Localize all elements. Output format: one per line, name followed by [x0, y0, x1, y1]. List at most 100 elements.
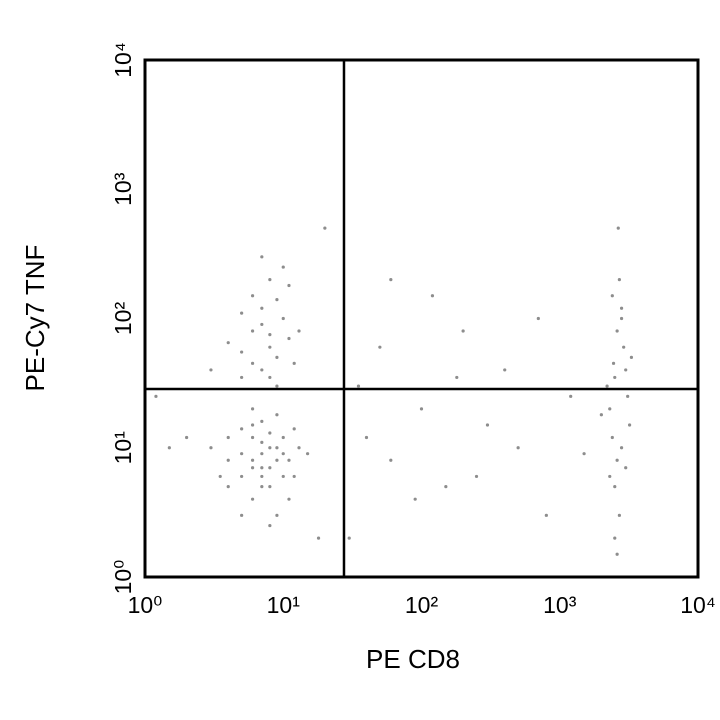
data-point [281, 474, 285, 479]
data-point [260, 452, 264, 456]
data-point [275, 446, 279, 450]
data-point [629, 355, 634, 360]
data-point [250, 458, 255, 462]
data-point [569, 394, 573, 398]
data-point [260, 440, 264, 444]
data-point [624, 466, 628, 470]
data-point [444, 485, 448, 489]
data-point [268, 431, 272, 435]
data-point [316, 536, 321, 540]
y-tick-label: 10¹ [110, 431, 136, 465]
data-point [305, 452, 310, 456]
data-point [503, 368, 507, 372]
data-point [461, 329, 465, 333]
data-point [260, 322, 264, 327]
data-point [292, 474, 296, 479]
data-point [260, 306, 264, 310]
data-point [413, 497, 417, 501]
data-point [268, 485, 272, 489]
data-point [240, 350, 244, 354]
data-point [619, 446, 624, 450]
data-point [260, 485, 264, 489]
data-point [226, 341, 230, 345]
data-point [281, 452, 285, 456]
data-point [619, 316, 624, 321]
data-point [622, 345, 626, 349]
data-point [250, 407, 255, 411]
x-tick-label: 10⁰ [128, 592, 163, 618]
x-tick-label: 10² [405, 592, 439, 618]
data-point [260, 466, 264, 470]
data-point [260, 255, 264, 259]
data-point [185, 435, 189, 440]
data-point [275, 384, 279, 388]
data-point [167, 446, 171, 450]
y-tick-label: 10³ [110, 172, 136, 206]
data-point [419, 407, 424, 411]
data-point [250, 466, 255, 470]
data-point [240, 311, 244, 315]
data-point [297, 446, 301, 450]
data-point [250, 497, 255, 501]
data-point [250, 435, 255, 440]
data-point [209, 446, 213, 450]
data-point [455, 375, 459, 380]
data-point [619, 306, 624, 310]
data-point [536, 316, 540, 321]
data-point [582, 452, 586, 456]
data-point [608, 407, 612, 411]
data-point [605, 384, 609, 388]
data-point [292, 361, 296, 365]
data-point [615, 552, 619, 556]
y-tick-label: 10⁴ [110, 42, 136, 77]
data-point [287, 336, 291, 341]
data-point [268, 375, 272, 380]
data-point [240, 375, 244, 380]
data-point [250, 361, 255, 365]
data-point [250, 329, 255, 333]
data-point [226, 485, 230, 489]
data-point [516, 446, 520, 450]
x-tick-label: 10¹ [267, 592, 301, 618]
data-point [226, 435, 230, 440]
data-point [544, 513, 548, 517]
data-point [281, 316, 285, 321]
data-point [378, 345, 382, 349]
data-point [323, 226, 327, 230]
data-point [240, 427, 244, 431]
data-point [250, 294, 255, 298]
data-point [268, 466, 272, 470]
x-axis-label: PE CD8 [366, 644, 460, 674]
data-point [260, 368, 264, 372]
data-point [240, 513, 244, 517]
data-point [430, 294, 435, 298]
y-tick-label: 10⁰ [110, 560, 136, 595]
data-point [617, 513, 621, 517]
data-point [615, 329, 619, 333]
data-point [240, 474, 244, 479]
data-point [287, 458, 291, 462]
data-point [624, 368, 628, 372]
data-point [485, 423, 490, 427]
data-point [613, 375, 617, 380]
data-point [389, 277, 393, 282]
data-point [297, 329, 301, 333]
data-point [268, 523, 272, 528]
data-point [281, 265, 285, 269]
y-tick-label: 10² [110, 302, 136, 336]
data-point [268, 446, 272, 450]
data-point [608, 474, 612, 479]
data-point [287, 283, 291, 288]
data-point [154, 394, 158, 398]
data-point [275, 355, 279, 360]
data-point [610, 294, 614, 298]
data-point [347, 536, 351, 540]
data-point [281, 435, 285, 440]
data-point [617, 277, 621, 282]
data-point [626, 394, 630, 398]
data-point [474, 474, 479, 479]
data-point [615, 458, 619, 462]
data-point [250, 423, 255, 427]
